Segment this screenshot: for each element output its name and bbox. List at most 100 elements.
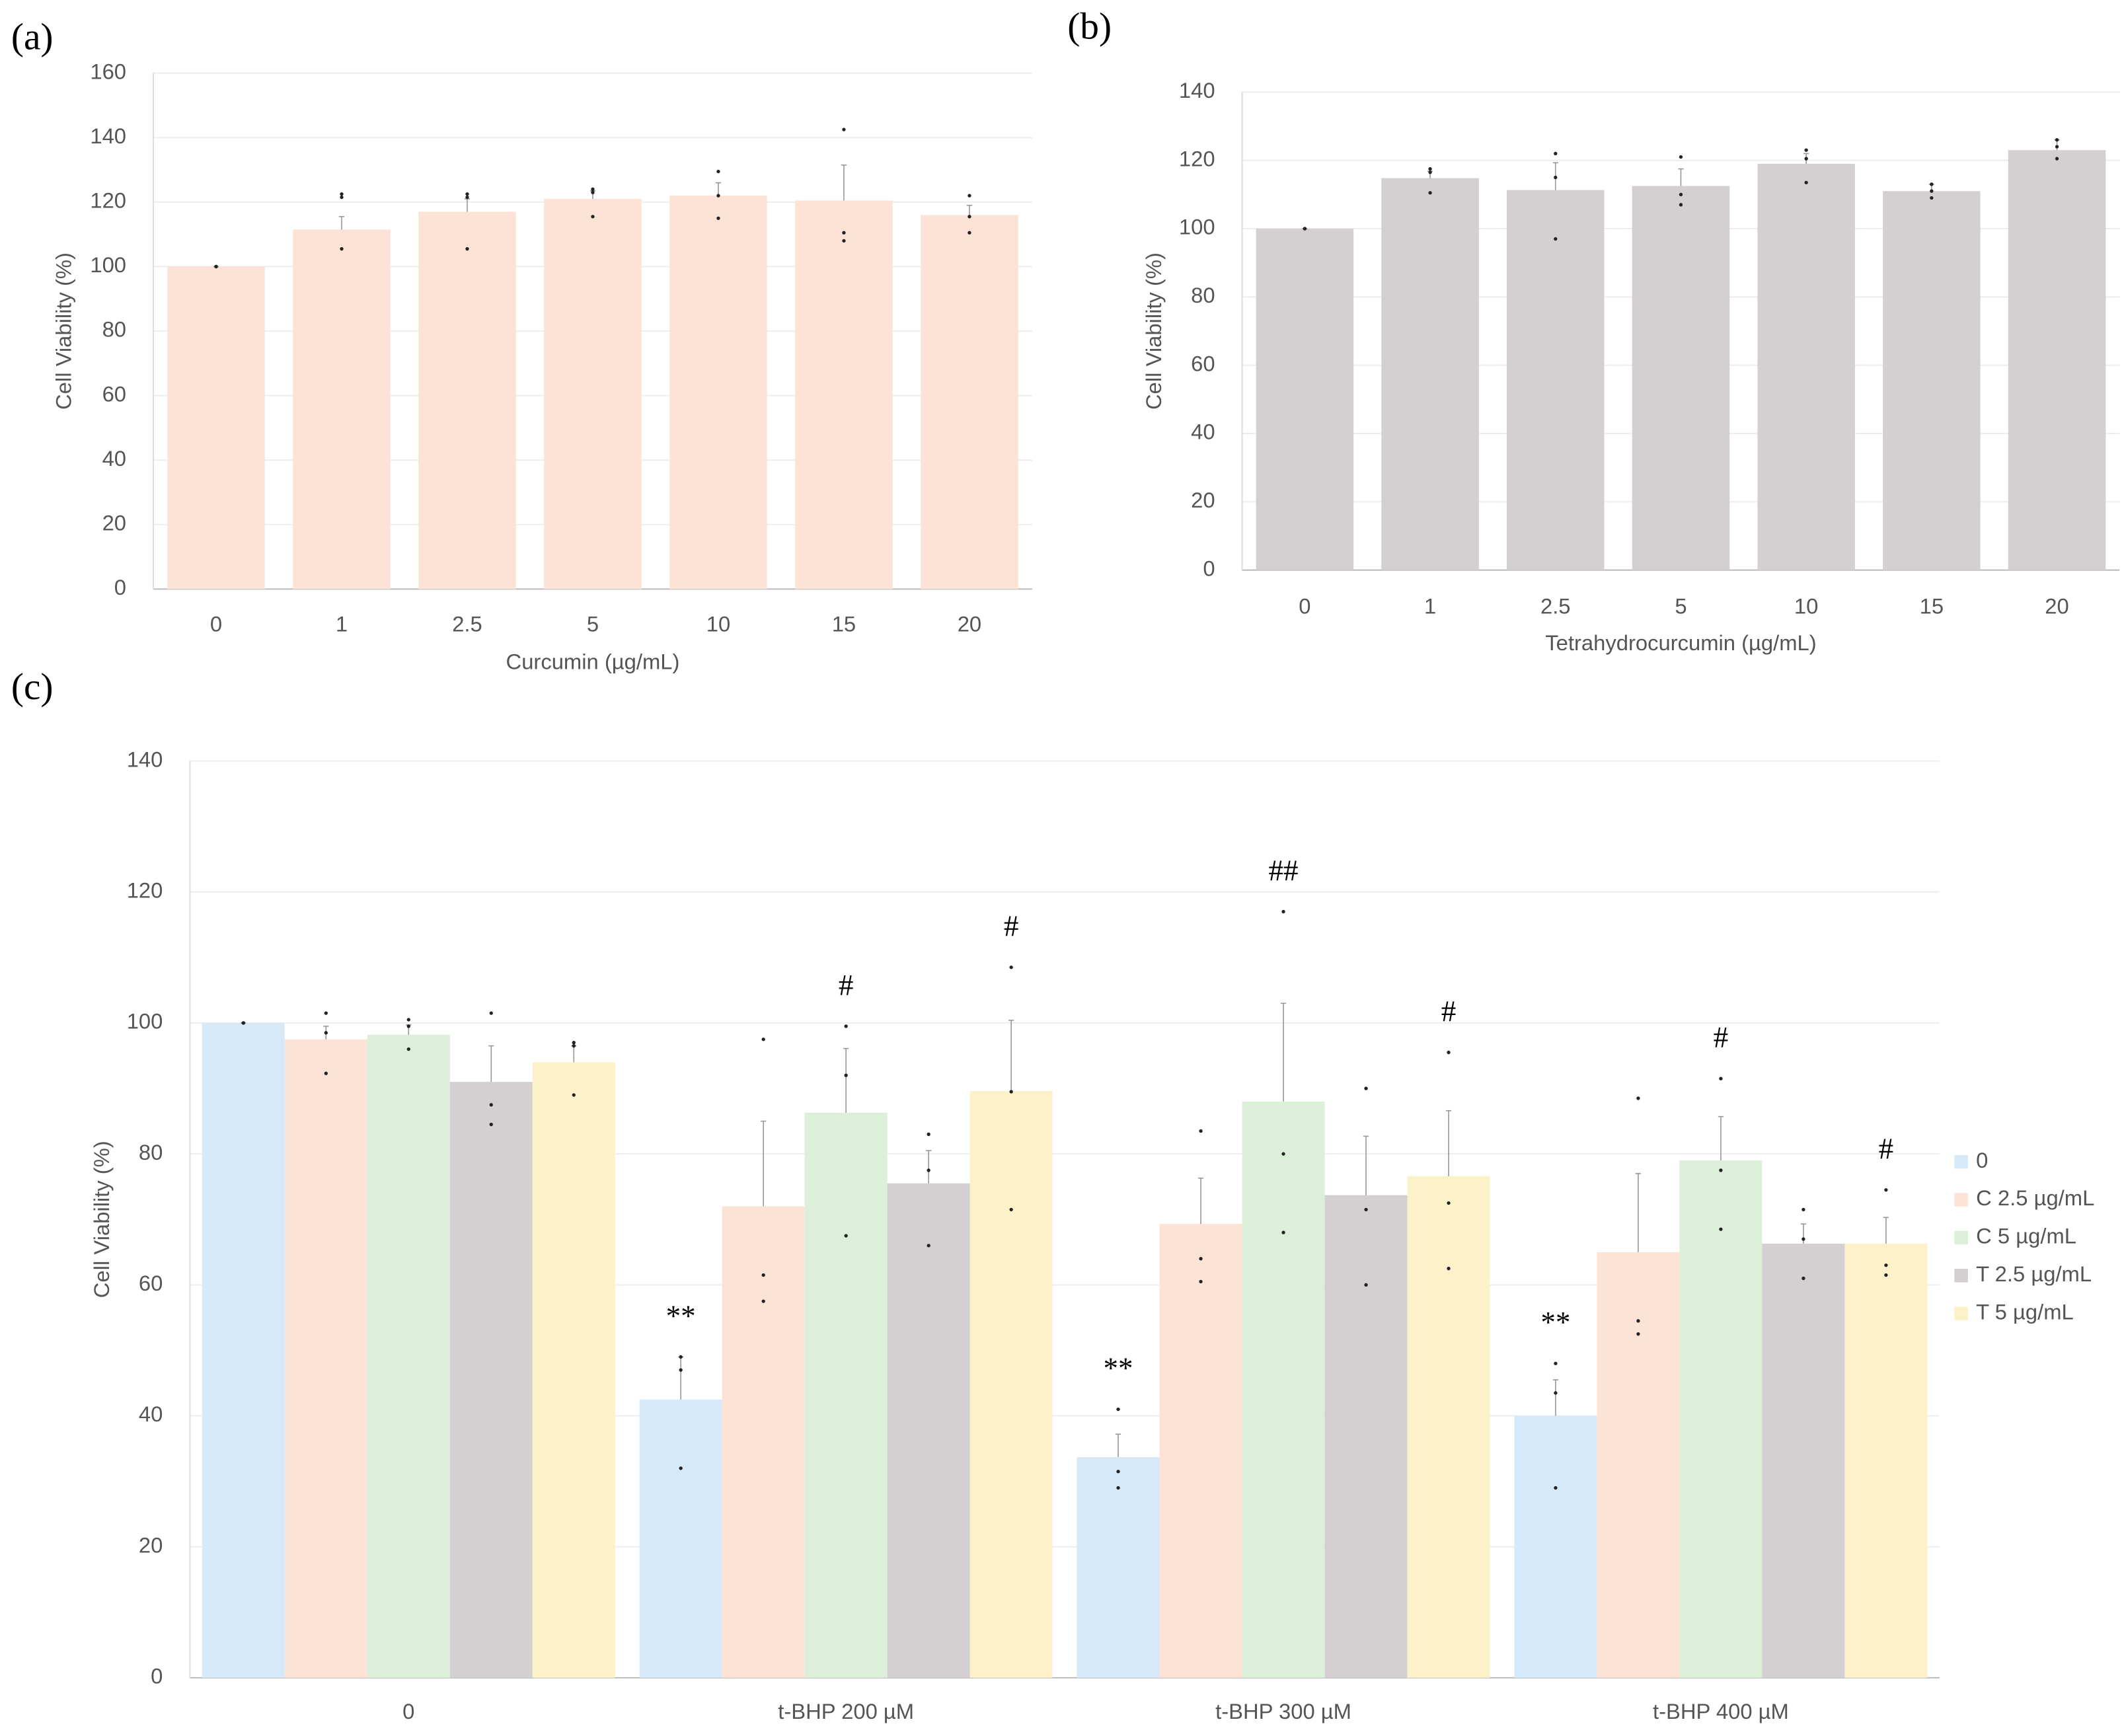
data-point <box>1802 1276 1805 1281</box>
y-tick-label: 20 <box>1191 488 1215 512</box>
bar <box>1077 1456 1160 1678</box>
data-point <box>1364 1086 1368 1090</box>
data-point <box>1364 1207 1368 1212</box>
y-tick-label: 140 <box>1179 78 1215 102</box>
y-axis-title: Cell Viability (%) <box>89 1141 114 1298</box>
data-point <box>1281 1230 1285 1234</box>
y-tick-label: 80 <box>139 1140 163 1164</box>
bar <box>1381 178 1479 570</box>
y-axis-title: Cell Viability (%) <box>1141 252 1166 410</box>
data-point <box>967 215 971 219</box>
bar <box>1324 1195 1408 1678</box>
data-point <box>716 169 720 174</box>
data-point <box>2055 138 2059 142</box>
y-tick-label: 120 <box>90 188 126 212</box>
y-tick-label: 80 <box>102 317 126 342</box>
bar <box>418 211 516 589</box>
data-point <box>324 1011 328 1015</box>
bar <box>722 1206 805 1678</box>
bar <box>1242 1101 1325 1678</box>
legend-swatch <box>1954 1306 1968 1320</box>
data-point <box>1719 1076 1723 1080</box>
data-point <box>241 1021 245 1025</box>
data-point <box>1930 182 1934 186</box>
y-tick-label: 60 <box>1191 351 1215 375</box>
bar <box>167 266 265 589</box>
data-point <box>1009 1207 1013 1212</box>
data-point <box>1930 189 1934 193</box>
y-axis-title: Cell Viability (%) <box>51 252 75 410</box>
data-point <box>340 192 344 196</box>
data-point <box>1554 1486 1558 1490</box>
data-point <box>1447 1201 1451 1205</box>
legend-label: T 5 µg/mL <box>1976 1299 2074 1324</box>
data-point <box>406 1024 410 1028</box>
data-point <box>761 1038 765 1041</box>
bar <box>1632 186 1730 570</box>
legend-swatch <box>1954 1154 1968 1169</box>
data-point <box>1804 157 1808 161</box>
data-point <box>591 215 595 219</box>
y-tick-label: 20 <box>139 1532 163 1557</box>
data-point <box>1199 1279 1203 1284</box>
data-point <box>1636 1332 1640 1336</box>
data-point <box>1447 1266 1451 1271</box>
annotation: # <box>1714 1021 1729 1054</box>
data-point <box>761 1299 765 1303</box>
data-point <box>1930 196 1934 200</box>
y-tick-label: 160 <box>90 59 126 83</box>
data-point <box>214 264 218 269</box>
bar <box>1757 163 1855 570</box>
bar <box>202 1022 285 1678</box>
annotation: # <box>1441 995 1457 1028</box>
x-tick-label: 0 <box>1299 594 1310 619</box>
data-point <box>716 216 720 220</box>
data-point <box>591 190 595 194</box>
data-point <box>1447 1050 1451 1055</box>
data-point <box>844 1234 848 1238</box>
data-point <box>489 1103 493 1107</box>
x-tick-label: 10 <box>1794 594 1818 619</box>
data-point <box>1116 1407 1120 1412</box>
legend-swatch <box>1954 1269 1968 1283</box>
y-tick-label: 80 <box>1191 283 1215 307</box>
y-tick-label: 0 <box>1203 556 1215 580</box>
annotation: # <box>1879 1133 1894 1166</box>
data-point <box>1719 1227 1723 1231</box>
data-point <box>489 1122 493 1127</box>
x-tick-label: t-BHP 200 µM <box>778 1699 914 1723</box>
data-point <box>1554 1361 1558 1365</box>
data-point <box>842 239 846 243</box>
x-tick-label: 1 <box>336 611 348 636</box>
x-axis-title: Tetrahydrocurcumin (µg/mL) <box>1545 630 1816 655</box>
data-point <box>340 195 344 200</box>
bar <box>795 200 893 589</box>
x-tick-label: 15 <box>1920 594 1944 619</box>
data-point <box>1554 1391 1558 1395</box>
data-point <box>1428 170 1432 174</box>
annotation: ** <box>666 1299 696 1332</box>
data-point <box>679 1466 683 1470</box>
legend-label: T 2.5 µg/mL <box>1976 1262 2092 1286</box>
panel-label: (c) <box>11 666 54 708</box>
data-point <box>927 1244 930 1248</box>
bar <box>1256 229 1354 570</box>
data-point <box>1802 1237 1805 1241</box>
data-point <box>324 1031 328 1035</box>
data-point <box>842 231 846 235</box>
data-point <box>465 246 469 251</box>
data-point <box>967 194 971 198</box>
bar <box>887 1183 970 1678</box>
y-tick-label: 20 <box>102 510 126 535</box>
data-point <box>1802 1207 1805 1212</box>
data-point <box>927 1168 930 1172</box>
y-tick-label: 40 <box>1191 420 1215 444</box>
data-point <box>967 231 971 235</box>
data-point <box>1199 1129 1203 1133</box>
annotation: # <box>1004 910 1019 943</box>
data-point <box>1428 191 1432 195</box>
data-point <box>591 187 595 191</box>
bar <box>544 198 642 589</box>
y-tick-label: 60 <box>102 381 126 406</box>
x-tick-label: t-BHP 300 µM <box>1215 1699 1351 1723</box>
